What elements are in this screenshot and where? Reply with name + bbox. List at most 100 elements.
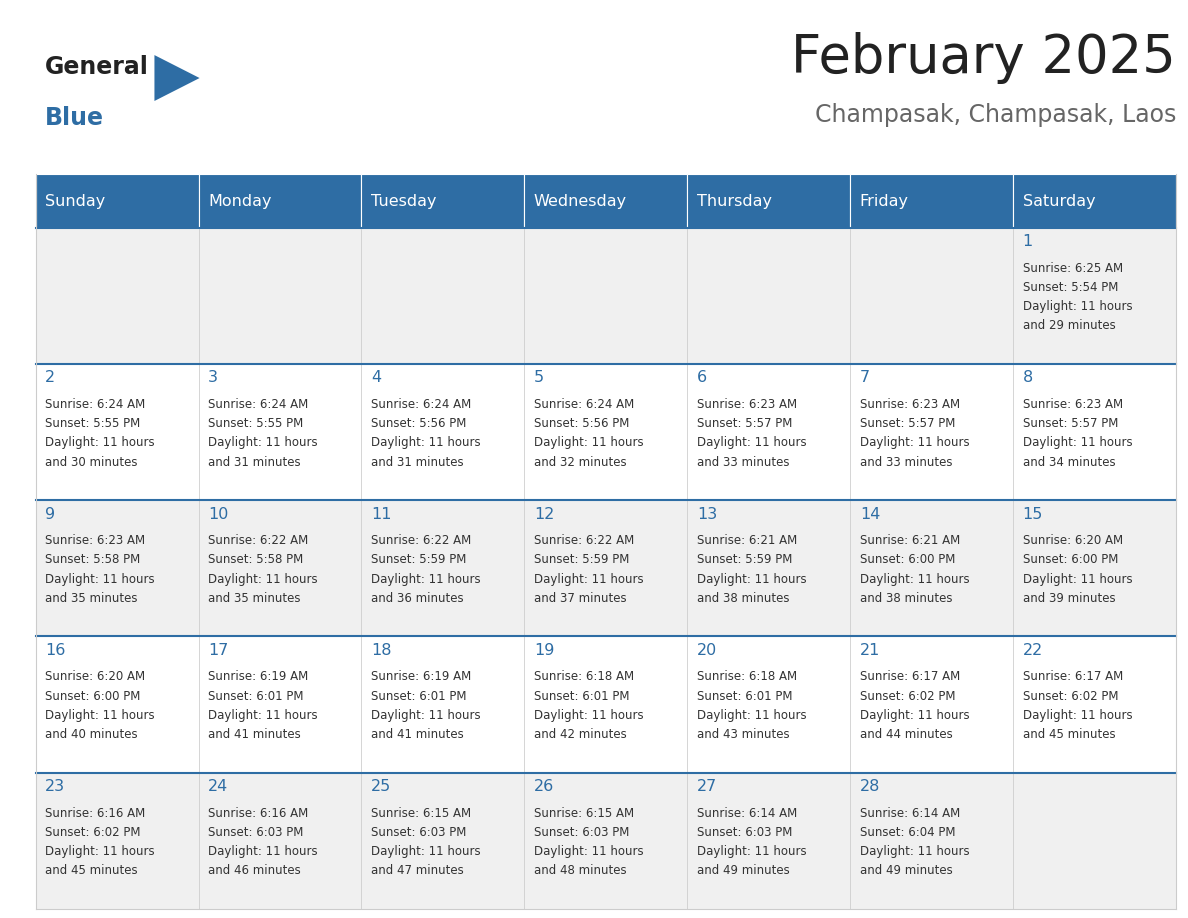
Text: 2: 2 xyxy=(45,370,56,386)
Bar xyxy=(36,500,198,636)
Text: Daylight: 11 hours: Daylight: 11 hours xyxy=(371,436,481,450)
Text: 19: 19 xyxy=(533,643,555,658)
Text: Sunset: 6:01 PM: Sunset: 6:01 PM xyxy=(697,689,792,702)
Text: Tuesday: Tuesday xyxy=(371,194,436,208)
Text: 10: 10 xyxy=(208,507,228,521)
Text: 20: 20 xyxy=(697,643,718,658)
Text: 9: 9 xyxy=(45,507,56,521)
Text: Wednesday: Wednesday xyxy=(533,194,627,208)
Text: and 35 minutes: and 35 minutes xyxy=(45,592,138,605)
Text: Sunset: 5:55 PM: Sunset: 5:55 PM xyxy=(208,417,303,431)
Text: Sunrise: 6:16 AM: Sunrise: 6:16 AM xyxy=(208,807,309,820)
Text: Sunrise: 6:20 AM: Sunrise: 6:20 AM xyxy=(1023,534,1123,547)
Bar xyxy=(361,773,524,909)
Text: 13: 13 xyxy=(697,507,718,521)
Text: Daylight: 11 hours: Daylight: 11 hours xyxy=(45,436,154,450)
Text: and 41 minutes: and 41 minutes xyxy=(208,728,301,741)
Text: Daylight: 11 hours: Daylight: 11 hours xyxy=(45,573,154,586)
Text: Sunset: 5:58 PM: Sunset: 5:58 PM xyxy=(45,554,140,566)
Text: Sunrise: 6:17 AM: Sunrise: 6:17 AM xyxy=(860,670,960,683)
Text: General: General xyxy=(45,55,148,79)
Text: Daylight: 11 hours: Daylight: 11 hours xyxy=(533,436,644,450)
Text: Sunrise: 6:22 AM: Sunrise: 6:22 AM xyxy=(533,534,634,547)
Text: and 37 minutes: and 37 minutes xyxy=(533,592,626,605)
Text: Sunrise: 6:22 AM: Sunrise: 6:22 AM xyxy=(208,534,309,547)
Text: Daylight: 11 hours: Daylight: 11 hours xyxy=(860,436,969,450)
Text: and 33 minutes: and 33 minutes xyxy=(697,455,789,469)
Bar xyxy=(36,174,198,228)
Text: Sunrise: 6:23 AM: Sunrise: 6:23 AM xyxy=(860,397,960,411)
Text: and 42 minutes: and 42 minutes xyxy=(533,728,627,741)
Text: Friday: Friday xyxy=(860,194,909,208)
Text: and 46 minutes: and 46 minutes xyxy=(208,865,301,878)
Text: and 41 minutes: and 41 minutes xyxy=(371,728,463,741)
Text: 23: 23 xyxy=(45,779,65,794)
Text: Daylight: 11 hours: Daylight: 11 hours xyxy=(208,573,317,586)
Bar xyxy=(198,773,361,909)
Text: Sunset: 6:03 PM: Sunset: 6:03 PM xyxy=(208,826,303,839)
Text: and 40 minutes: and 40 minutes xyxy=(45,728,138,741)
Text: Daylight: 11 hours: Daylight: 11 hours xyxy=(533,845,644,858)
Text: Daylight: 11 hours: Daylight: 11 hours xyxy=(1023,436,1132,450)
Text: Sunrise: 6:18 AM: Sunrise: 6:18 AM xyxy=(533,670,634,683)
Bar xyxy=(688,228,851,364)
Text: Sunset: 6:01 PM: Sunset: 6:01 PM xyxy=(208,689,304,702)
Text: and 38 minutes: and 38 minutes xyxy=(697,592,789,605)
Text: Thursday: Thursday xyxy=(697,194,772,208)
Text: Sunset: 6:03 PM: Sunset: 6:03 PM xyxy=(371,826,467,839)
Text: 28: 28 xyxy=(860,779,880,794)
Text: Sunset: 6:03 PM: Sunset: 6:03 PM xyxy=(697,826,792,839)
Text: Sunset: 5:55 PM: Sunset: 5:55 PM xyxy=(45,417,140,431)
Text: 27: 27 xyxy=(697,779,718,794)
Text: 4: 4 xyxy=(371,370,381,386)
Text: 16: 16 xyxy=(45,643,65,658)
Text: Blue: Blue xyxy=(45,106,105,129)
Bar xyxy=(524,174,688,228)
Text: and 30 minutes: and 30 minutes xyxy=(45,455,138,469)
Bar xyxy=(198,500,361,636)
Bar xyxy=(524,636,688,773)
Text: Sunday: Sunday xyxy=(45,194,106,208)
Text: Daylight: 11 hours: Daylight: 11 hours xyxy=(533,573,644,586)
Text: Daylight: 11 hours: Daylight: 11 hours xyxy=(697,709,807,722)
Text: 11: 11 xyxy=(371,507,392,521)
Bar xyxy=(198,228,361,364)
Text: Daylight: 11 hours: Daylight: 11 hours xyxy=(860,573,969,586)
Text: Daylight: 11 hours: Daylight: 11 hours xyxy=(533,709,644,722)
Bar xyxy=(36,364,198,500)
Text: and 34 minutes: and 34 minutes xyxy=(1023,455,1116,469)
Bar xyxy=(851,174,1013,228)
Text: Sunset: 6:01 PM: Sunset: 6:01 PM xyxy=(371,689,467,702)
Text: Sunrise: 6:23 AM: Sunrise: 6:23 AM xyxy=(1023,397,1123,411)
Bar xyxy=(36,773,198,909)
Bar xyxy=(851,228,1013,364)
Text: Sunset: 5:59 PM: Sunset: 5:59 PM xyxy=(533,554,630,566)
Text: Sunset: 6:02 PM: Sunset: 6:02 PM xyxy=(45,826,140,839)
Text: Daylight: 11 hours: Daylight: 11 hours xyxy=(208,845,317,858)
Bar xyxy=(851,500,1013,636)
Text: and 49 minutes: and 49 minutes xyxy=(860,865,953,878)
Text: and 44 minutes: and 44 minutes xyxy=(860,728,953,741)
Text: Daylight: 11 hours: Daylight: 11 hours xyxy=(371,573,481,586)
Text: Daylight: 11 hours: Daylight: 11 hours xyxy=(208,436,317,450)
Text: Daylight: 11 hours: Daylight: 11 hours xyxy=(697,573,807,586)
Text: Sunrise: 6:15 AM: Sunrise: 6:15 AM xyxy=(371,807,472,820)
Text: Daylight: 11 hours: Daylight: 11 hours xyxy=(1023,300,1132,313)
Text: Sunrise: 6:25 AM: Sunrise: 6:25 AM xyxy=(1023,262,1123,274)
Text: Daylight: 11 hours: Daylight: 11 hours xyxy=(1023,573,1132,586)
Polygon shape xyxy=(154,55,200,101)
Text: Sunrise: 6:22 AM: Sunrise: 6:22 AM xyxy=(371,534,472,547)
Text: Daylight: 11 hours: Daylight: 11 hours xyxy=(1023,709,1132,722)
Text: Sunrise: 6:20 AM: Sunrise: 6:20 AM xyxy=(45,670,145,683)
Text: and 33 minutes: and 33 minutes xyxy=(860,455,953,469)
Bar xyxy=(198,364,361,500)
Text: Sunrise: 6:16 AM: Sunrise: 6:16 AM xyxy=(45,807,145,820)
Bar xyxy=(1013,174,1176,228)
Text: and 45 minutes: and 45 minutes xyxy=(1023,728,1116,741)
Text: Sunrise: 6:14 AM: Sunrise: 6:14 AM xyxy=(697,807,797,820)
Text: Daylight: 11 hours: Daylight: 11 hours xyxy=(208,709,317,722)
Text: 26: 26 xyxy=(533,779,554,794)
Bar xyxy=(1013,500,1176,636)
Text: Sunset: 6:02 PM: Sunset: 6:02 PM xyxy=(860,689,955,702)
Text: Sunset: 5:56 PM: Sunset: 5:56 PM xyxy=(371,417,467,431)
